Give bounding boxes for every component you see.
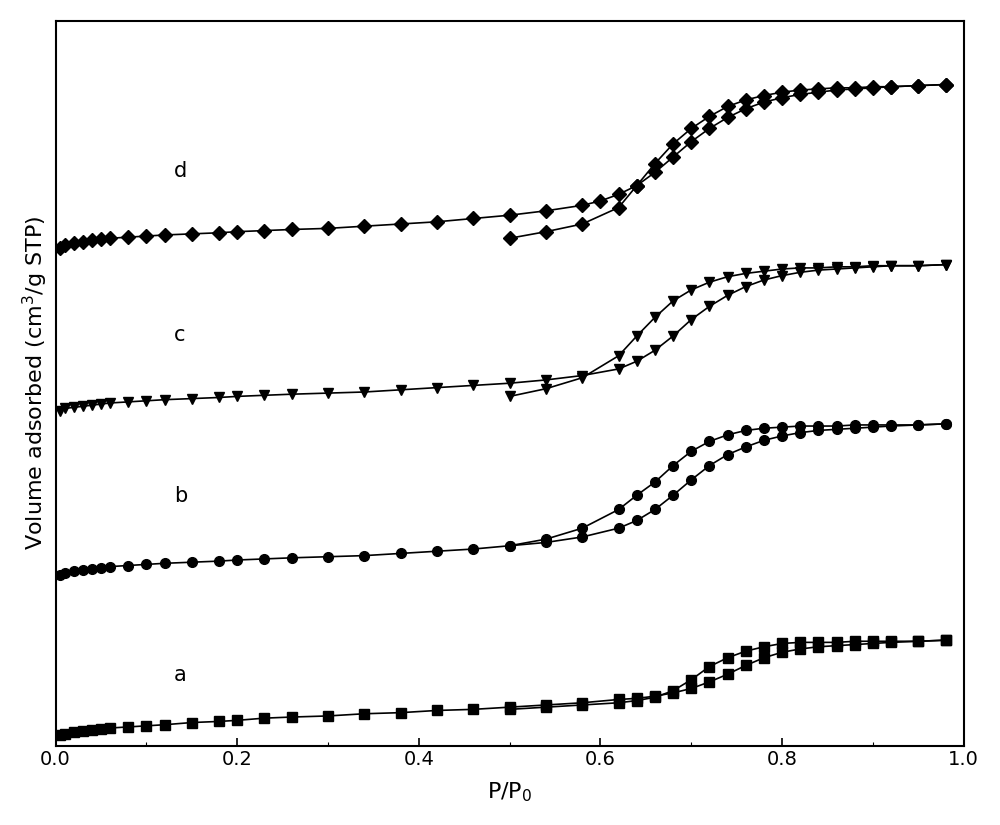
Text: b: b (174, 486, 187, 507)
Text: c: c (174, 325, 185, 345)
Text: a: a (174, 665, 186, 686)
X-axis label: P/P$_0$: P/P$_0$ (487, 780, 532, 804)
Text: d: d (174, 161, 187, 182)
Y-axis label: Volume adsorbed (cm$^3$/g STP): Volume adsorbed (cm$^3$/g STP) (21, 216, 50, 550)
